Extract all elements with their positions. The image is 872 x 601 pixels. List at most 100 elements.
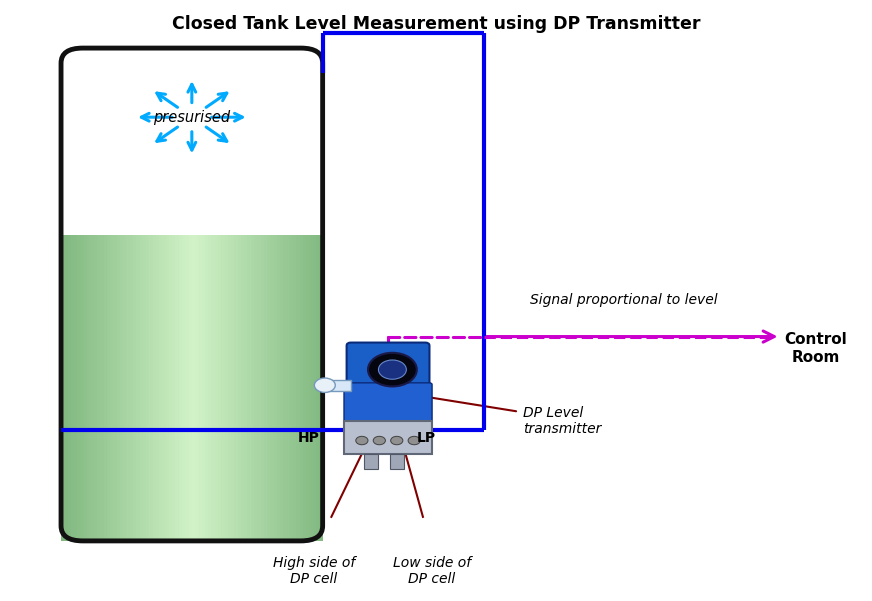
- Bar: [257, 236, 261, 541]
- Bar: [201, 236, 205, 541]
- Bar: [325, 380, 351, 391]
- Bar: [270, 236, 274, 541]
- Text: DP Level
transmitter: DP Level transmitter: [523, 406, 602, 436]
- Text: Signal proportional to level: Signal proportional to level: [529, 293, 718, 307]
- Bar: [182, 236, 186, 541]
- Bar: [248, 236, 250, 541]
- Bar: [310, 236, 313, 541]
- Bar: [94, 236, 97, 541]
- Bar: [65, 236, 68, 541]
- Bar: [113, 236, 117, 541]
- Bar: [100, 236, 104, 541]
- Bar: [74, 236, 78, 541]
- Bar: [276, 236, 280, 541]
- Bar: [244, 236, 248, 541]
- Bar: [215, 236, 218, 541]
- Bar: [195, 236, 199, 541]
- Bar: [162, 236, 166, 541]
- Bar: [316, 236, 319, 541]
- Bar: [140, 236, 143, 541]
- Bar: [218, 236, 221, 541]
- Bar: [296, 236, 300, 541]
- Bar: [156, 236, 159, 541]
- Bar: [146, 236, 149, 541]
- Bar: [251, 236, 254, 541]
- Bar: [133, 236, 136, 541]
- FancyBboxPatch shape: [344, 383, 433, 429]
- Bar: [364, 454, 378, 469]
- Bar: [313, 236, 316, 541]
- Bar: [221, 236, 225, 541]
- Bar: [319, 236, 323, 541]
- Bar: [254, 236, 257, 541]
- Text: High side of
DP cell: High side of DP cell: [273, 556, 355, 586]
- Bar: [261, 236, 263, 541]
- Text: Closed Tank Level Measurement using DP Transmitter: Closed Tank Level Measurement using DP T…: [172, 15, 700, 33]
- Bar: [211, 236, 215, 541]
- Bar: [173, 236, 175, 541]
- Bar: [237, 236, 241, 541]
- Bar: [130, 236, 133, 541]
- Bar: [71, 236, 74, 541]
- Bar: [293, 236, 296, 541]
- Text: presurised: presurised: [153, 110, 230, 124]
- Bar: [68, 236, 71, 541]
- Bar: [274, 236, 276, 541]
- Bar: [231, 236, 235, 541]
- Bar: [267, 236, 270, 541]
- Text: Control
Room: Control Room: [784, 332, 847, 365]
- Bar: [149, 236, 153, 541]
- Bar: [104, 236, 107, 541]
- Text: HP: HP: [298, 430, 320, 445]
- Bar: [110, 236, 113, 541]
- Bar: [344, 421, 432, 454]
- Bar: [225, 236, 228, 541]
- Bar: [300, 236, 303, 541]
- Bar: [107, 236, 110, 541]
- Bar: [287, 236, 290, 541]
- Circle shape: [368, 353, 417, 386]
- Circle shape: [373, 436, 385, 445]
- Bar: [228, 236, 231, 541]
- Bar: [126, 236, 130, 541]
- Bar: [87, 236, 91, 541]
- Text: LP: LP: [417, 430, 436, 445]
- Bar: [188, 236, 192, 541]
- Bar: [280, 236, 283, 541]
- Bar: [91, 236, 94, 541]
- Circle shape: [356, 436, 368, 445]
- Bar: [117, 236, 120, 541]
- Circle shape: [391, 436, 403, 445]
- Bar: [208, 236, 212, 541]
- Bar: [263, 236, 267, 541]
- FancyBboxPatch shape: [347, 343, 430, 427]
- Bar: [290, 236, 293, 541]
- Circle shape: [315, 378, 336, 392]
- Bar: [186, 236, 188, 541]
- Bar: [390, 454, 404, 469]
- Bar: [235, 236, 237, 541]
- Circle shape: [408, 436, 420, 445]
- Bar: [61, 48, 323, 236]
- Bar: [192, 236, 195, 541]
- Bar: [78, 236, 81, 541]
- Bar: [84, 236, 87, 541]
- Bar: [283, 236, 287, 541]
- Bar: [199, 236, 201, 541]
- Bar: [241, 236, 244, 541]
- Bar: [169, 236, 173, 541]
- Bar: [153, 236, 156, 541]
- Bar: [123, 236, 126, 541]
- Circle shape: [378, 360, 406, 379]
- Bar: [80, 236, 84, 541]
- Bar: [175, 236, 179, 541]
- Text: Low side of
DP cell: Low side of DP cell: [392, 556, 471, 586]
- Bar: [179, 236, 182, 541]
- Bar: [120, 236, 123, 541]
- Bar: [306, 236, 310, 541]
- Bar: [143, 236, 146, 541]
- Bar: [303, 236, 306, 541]
- Bar: [159, 236, 162, 541]
- Bar: [166, 236, 169, 541]
- Bar: [205, 236, 208, 541]
